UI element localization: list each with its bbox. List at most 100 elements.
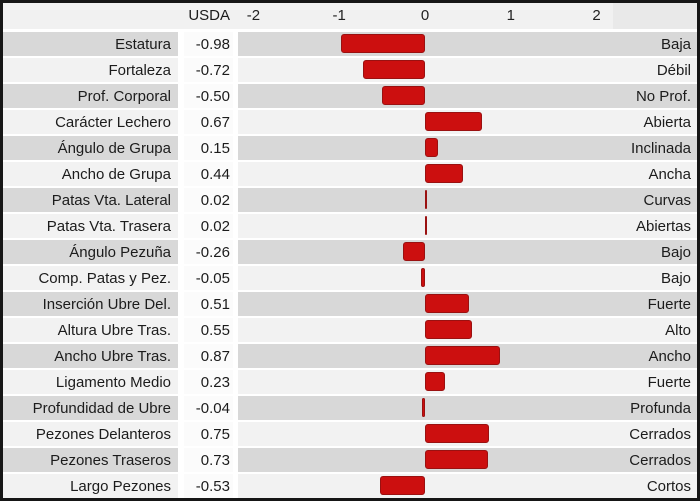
trait-bar-track: Inclinada	[238, 136, 697, 160]
trait-row: Ángulo Pezuña -0.26 Bajo	[3, 240, 697, 264]
trait-bar-track: Curvas	[238, 188, 697, 212]
trait-row: Ángulo de Grupa 0.15 Inclinada	[3, 136, 697, 160]
axis-tick--1: -1	[332, 7, 346, 24]
trait-descriptor: Curvas	[643, 191, 691, 209]
trait-row: Comp. Patas y Pez. -0.05 Bajo	[3, 266, 697, 290]
trait-row: Patas Vta. Trasera 0.02 Abiertas	[3, 214, 697, 238]
trait-label: Pezones Delanteros	[3, 422, 178, 446]
trait-bar	[425, 164, 463, 183]
axis-ticks: -2 -1 0 1 2	[238, 3, 697, 29]
usda-value: 0.44	[184, 162, 233, 186]
trait-descriptor: Ancho	[648, 347, 691, 365]
axis-tick--2: -2	[246, 7, 261, 24]
trait-label: Ancho Ubre Tras.	[3, 344, 178, 368]
trait-descriptor: Cerrados	[629, 425, 691, 443]
usda-value: -0.05	[184, 266, 233, 290]
trait-bar	[425, 190, 427, 209]
usda-value: -0.50	[184, 84, 233, 108]
trait-row: Patas Vta. Lateral 0.02 Curvas	[3, 188, 697, 212]
usda-column-header: USDA	[188, 7, 230, 24]
trait-row: Ligamento Medio 0.23 Fuerte	[3, 370, 697, 394]
trait-row: Fortaleza -0.72 Débil	[3, 58, 697, 82]
usda-value: -0.04	[184, 396, 233, 420]
trait-bar	[425, 112, 483, 131]
trait-bar	[382, 86, 425, 105]
trait-row: Ancho Ubre Tras. 0.87 Ancho	[3, 344, 697, 368]
trait-bar	[402, 242, 425, 261]
trait-label: Altura Ubre Tras.	[3, 318, 178, 342]
usda-value: -0.72	[184, 58, 233, 82]
trait-descriptor: Bajo	[660, 243, 691, 261]
trait-bar	[379, 476, 425, 495]
usda-value: 0.15	[184, 136, 233, 160]
trait-label: Pezones Traseros	[3, 448, 178, 472]
trait-descriptor: Fuerte	[647, 295, 691, 313]
trait-descriptor: Abiertas	[635, 217, 691, 235]
chart-header-row: USDA -2 -1 0 1 2	[3, 3, 697, 29]
trait-row: Inserción Ubre Del. 0.51 Fuerte	[3, 292, 697, 316]
trait-descriptor: Cerrados	[629, 451, 691, 469]
trait-bar	[340, 34, 425, 53]
trait-bar	[420, 268, 425, 287]
trait-bar-track: Ancha	[238, 162, 697, 186]
usda-value: 0.23	[184, 370, 233, 394]
trait-label: Patas Vta. Lateral	[3, 188, 178, 212]
usda-value: 0.55	[184, 318, 233, 342]
trait-row: Pezones Traseros 0.73 Cerrados	[3, 448, 697, 472]
trait-row: Carácter Lechero 0.67 Abierta	[3, 110, 697, 134]
axis-tick-0: 0	[420, 7, 430, 24]
trait-label: Ligamento Medio	[3, 370, 178, 394]
trait-bar-track: Fuerte	[238, 292, 697, 316]
trait-bar-track: Bajo	[238, 266, 697, 290]
trait-row: Profundidad de Ubre -0.04 Profunda	[3, 396, 697, 420]
axis-tick-2: 2	[592, 7, 601, 24]
trait-label: Ángulo de Grupa	[3, 136, 178, 160]
trait-label: Largo Pezones	[3, 474, 178, 498]
trait-descriptor: Débil	[656, 61, 691, 79]
trait-descriptor: Bajo	[660, 269, 691, 287]
trait-label: Patas Vta. Trasera	[3, 214, 178, 238]
trait-bar	[421, 398, 425, 417]
trait-label: Ángulo Pezuña	[3, 240, 178, 264]
usda-value: 0.02	[184, 188, 233, 212]
trait-bar-track: Alto	[238, 318, 697, 342]
usda-value: 0.73	[184, 448, 233, 472]
trait-bar	[425, 216, 427, 235]
trait-bar	[425, 294, 469, 313]
trait-bar-track: Cerrados	[238, 422, 697, 446]
trait-bar-track: Ancho	[238, 344, 697, 368]
trait-bar-track: Profunda	[238, 396, 697, 420]
trait-descriptor: Inclinada	[630, 139, 691, 157]
usda-value: 0.02	[184, 214, 233, 238]
trait-row: Ancho de Grupa 0.44 Ancha	[3, 162, 697, 186]
trait-label: Fortaleza	[3, 58, 178, 82]
axis-tick-1: 1	[506, 7, 515, 24]
trait-row: Pezones Delanteros 0.75 Cerrados	[3, 422, 697, 446]
usda-value: 0.75	[184, 422, 233, 446]
usda-value: -0.98	[184, 32, 233, 56]
trait-label: Comp. Patas y Pez.	[3, 266, 178, 290]
trait-label: Estatura	[3, 32, 178, 56]
trait-bar	[425, 424, 490, 443]
trait-descriptor: Profunda	[630, 399, 691, 417]
trait-rows: Estatura -0.98 Baja Fortaleza -0.72 Débi…	[3, 32, 697, 498]
trait-descriptor: Abierta	[643, 113, 691, 131]
trait-bar	[425, 346, 500, 365]
usda-value: -0.53	[184, 474, 233, 498]
trait-label: Prof. Corporal	[3, 84, 178, 108]
trait-bar-track: Débil	[238, 58, 697, 82]
trait-bar-track: No Prof.	[238, 84, 697, 108]
header-right-spacer	[613, 3, 697, 29]
trait-descriptor: Fuerte	[647, 373, 691, 391]
trait-bar-track: Abierta	[238, 110, 697, 134]
trait-label: Carácter Lechero	[3, 110, 178, 134]
trait-row: Largo Pezones -0.53 Cortos	[3, 474, 697, 498]
trait-descriptor: Cortos	[646, 477, 691, 495]
trait-bar	[425, 320, 473, 339]
trait-row: Prof. Corporal -0.50 No Prof.	[3, 84, 697, 108]
trait-row: Estatura -0.98 Baja	[3, 32, 697, 56]
usda-value: -0.26	[184, 240, 233, 264]
trait-column-header-spacer	[3, 3, 184, 29]
trait-bar-track: Abiertas	[238, 214, 697, 238]
